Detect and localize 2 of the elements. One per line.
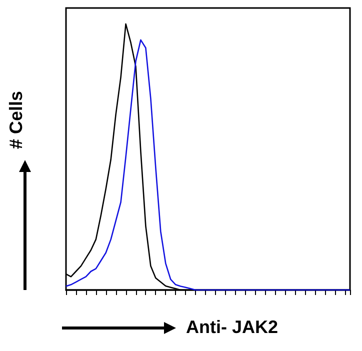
x-axis-title: Anti- JAK2 [186,317,278,337]
y-axis-title: # Cells [6,90,26,150]
